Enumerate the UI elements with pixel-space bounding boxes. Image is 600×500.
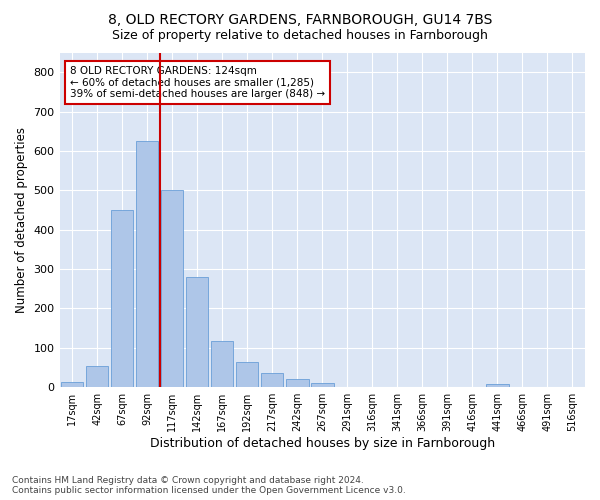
Bar — [136, 141, 158, 387]
Bar — [161, 190, 184, 387]
Bar — [86, 366, 109, 387]
Y-axis label: Number of detached properties: Number of detached properties — [15, 127, 28, 313]
Bar — [186, 277, 208, 387]
Bar — [111, 210, 133, 387]
Bar — [311, 384, 334, 387]
X-axis label: Distribution of detached houses by size in Farnborough: Distribution of detached houses by size … — [150, 437, 495, 450]
Bar — [261, 374, 283, 387]
Text: Size of property relative to detached houses in Farnborough: Size of property relative to detached ho… — [112, 29, 488, 42]
Text: 8, OLD RECTORY GARDENS, FARNBOROUGH, GU14 7BS: 8, OLD RECTORY GARDENS, FARNBOROUGH, GU1… — [108, 12, 492, 26]
Bar — [61, 382, 83, 387]
Bar — [486, 384, 509, 387]
Text: Contains HM Land Registry data © Crown copyright and database right 2024.
Contai: Contains HM Land Registry data © Crown c… — [12, 476, 406, 495]
Bar — [236, 362, 259, 387]
Bar — [286, 380, 308, 387]
Bar — [211, 340, 233, 387]
Text: 8 OLD RECTORY GARDENS: 124sqm
← 60% of detached houses are smaller (1,285)
39% o: 8 OLD RECTORY GARDENS: 124sqm ← 60% of d… — [70, 66, 325, 99]
